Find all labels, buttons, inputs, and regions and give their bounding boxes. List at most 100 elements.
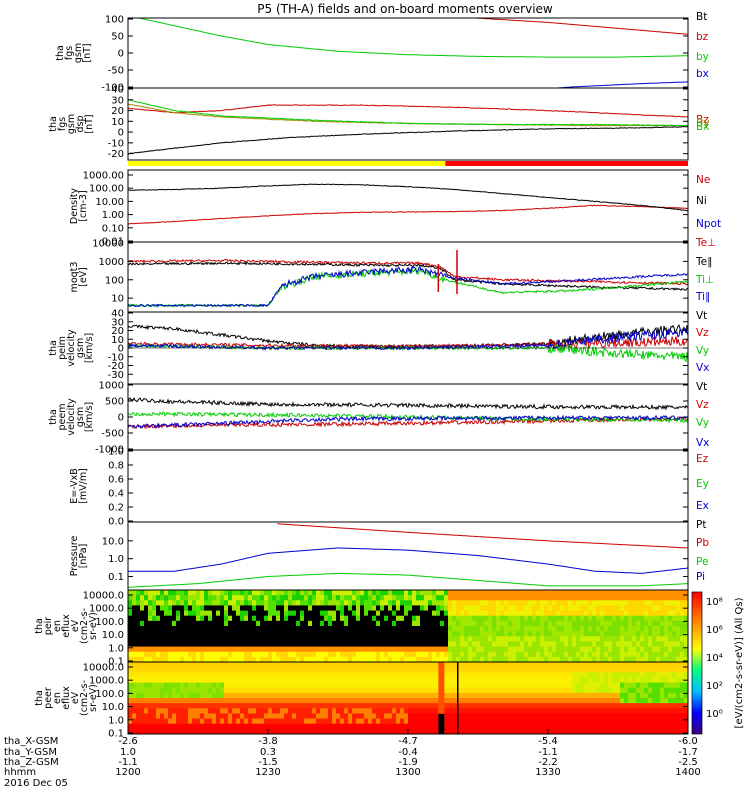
- spectrogram-cell: [676, 631, 681, 637]
- spectrogram-cell: [236, 682, 241, 689]
- spectrogram-cell: [168, 620, 173, 627]
- spectrogram-cell: [580, 600, 585, 606]
- spectrogram-cell: [520, 682, 525, 689]
- spectrogram-cell: [372, 620, 377, 627]
- spectrogram-cell: [328, 600, 333, 606]
- spectrogram-cell: [340, 605, 345, 612]
- spectrogram-cell: [408, 641, 413, 648]
- spectrogram-cell: [328, 708, 333, 714]
- spectrogram-cell: [472, 651, 477, 658]
- spectrogram-gap: [438, 662, 445, 734]
- spectrogram-cell: [160, 631, 165, 637]
- spectrogram-cell: [360, 713, 365, 720]
- spectrogram-cell: [592, 677, 597, 684]
- spectrogram-cell: [652, 713, 657, 720]
- spectrogram-cell: [516, 713, 521, 720]
- spectrogram-cell: [200, 708, 205, 714]
- spectrogram-cell: [484, 656, 489, 662]
- spectrogram-cell: [144, 595, 149, 601]
- spectrogram-cell: [220, 728, 225, 734]
- spectrogram-cell: [400, 728, 405, 734]
- spectrogram-cell: [300, 662, 305, 668]
- spectrogram-cell: [280, 667, 285, 673]
- spectrogram-cell: [588, 713, 593, 720]
- spectrogram-cell: [240, 615, 245, 622]
- spectrogram-cell: [280, 590, 285, 596]
- spectrogram-cell: [644, 651, 649, 658]
- spectrogram-cell: [652, 641, 657, 648]
- spectrogram-cell: [648, 626, 653, 632]
- spectrogram-cell: [512, 692, 517, 699]
- spectrogram-cell: [296, 656, 301, 662]
- spectrogram-cell: [528, 713, 533, 720]
- spectrogram-cell: [288, 651, 293, 658]
- spectrogram-cell: [340, 723, 345, 730]
- spectrogram-cell: [464, 595, 469, 601]
- spectrogram-cell: [636, 667, 641, 673]
- spectrogram-cell: [468, 646, 473, 653]
- spectrogram-cell: [200, 605, 205, 612]
- spectrogram-cell: [664, 636, 669, 642]
- spectrogram-cell: [536, 590, 541, 596]
- spectrogram-cell: [468, 723, 473, 730]
- spectrogram-cell: [516, 641, 521, 648]
- spectrogram-cell: [208, 713, 213, 720]
- spectrogram-cell: [460, 626, 465, 632]
- spectrogram-cell: [676, 590, 681, 596]
- spectrogram-cell: [328, 662, 333, 668]
- spectrogram-cell: [240, 667, 245, 673]
- spectrogram-cell: [584, 595, 589, 601]
- spectrogram-cell: [188, 600, 193, 606]
- spectrogram-cell: [336, 662, 341, 668]
- spectrogram-cell: [656, 672, 661, 678]
- spectrogram-cell: [576, 698, 581, 704]
- y-axis-label-line: eflux: [61, 614, 72, 638]
- spectrogram-cell: [408, 662, 413, 668]
- spectrogram-cell: [172, 682, 177, 689]
- spectrogram-cell: [188, 605, 193, 612]
- spectrogram-cell: [140, 610, 145, 617]
- spectrogram-cell: [428, 620, 433, 627]
- spectrogram-cell: [136, 682, 141, 689]
- spectrogram-cell: [268, 692, 273, 699]
- spectrogram-cell: [212, 698, 217, 704]
- spectrogram-cell: [228, 672, 233, 678]
- spectrogram-cell: [220, 595, 225, 601]
- spectrogram-cell: [512, 662, 517, 668]
- spectrogram-cell: [592, 600, 597, 606]
- spectrogram-cell: [520, 600, 525, 606]
- ephemeris-label: hhmm: [4, 767, 36, 778]
- spectrogram-cell: [528, 610, 533, 617]
- spectrogram-cell: [168, 713, 173, 720]
- spectrogram-cell: [540, 667, 545, 673]
- spectrogram-cell: [616, 600, 621, 606]
- spectrogram-cell: [640, 615, 645, 622]
- spectrogram-cell: [512, 728, 517, 734]
- spectrogram-cell: [516, 605, 521, 612]
- spectrogram-cell: [388, 595, 393, 601]
- spectrogram-cell: [632, 698, 637, 704]
- spectrogram-cell: [600, 703, 605, 709]
- spectrogram-cell: [212, 651, 217, 658]
- spectrogram-cell: [424, 600, 429, 606]
- spectrogram-cell: [464, 641, 469, 648]
- spectrogram-cell: [152, 610, 157, 617]
- spectrogram-cell: [684, 595, 688, 601]
- spectrogram-cell: [572, 641, 577, 648]
- spectrogram-cell: [640, 631, 645, 637]
- spectrogram-cell: [452, 682, 457, 689]
- spectrogram-cell: [304, 615, 309, 622]
- spectrogram-cell: [604, 677, 609, 684]
- y-axis-label-line: eV: [70, 619, 81, 632]
- spectrogram-cell: [424, 631, 429, 637]
- spectrogram-cell: [672, 641, 677, 648]
- spectrogram-cell: [456, 631, 461, 637]
- spectrogram-cell: [416, 646, 421, 653]
- spectrogram-cell: [660, 703, 665, 709]
- spectrogram-cell: [668, 651, 673, 658]
- spectrogram-cell: [556, 590, 561, 596]
- spectrogram-cell: [224, 620, 229, 627]
- spectrogram-cell: [652, 631, 657, 637]
- spectrogram-cell: [656, 728, 661, 734]
- spectrogram-cell: [664, 615, 669, 622]
